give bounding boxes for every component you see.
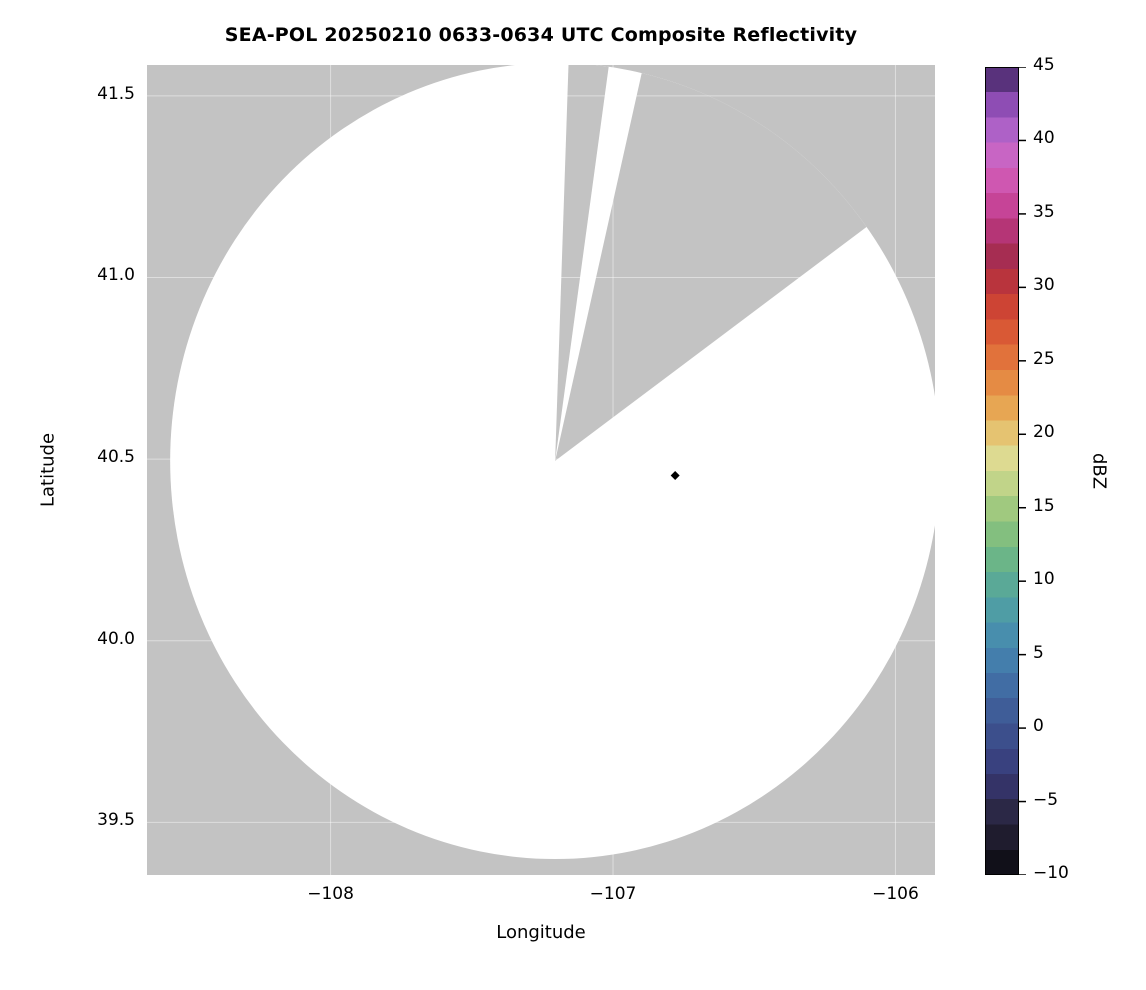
colorbar-tick-label: 20 [1033,422,1055,443]
x-tick-label: −106 [872,884,919,904]
gridlines [147,65,935,875]
blanked-sector [555,65,935,461]
x-tick-label: −108 [307,884,354,904]
y-axis-label: Latitude [37,432,59,508]
colorbar-border [985,67,1019,875]
colorbar-tick-label: 30 [1033,275,1055,296]
radar-plot-area [147,65,935,875]
colorbar-tick-label: 0 [1033,716,1044,737]
x-axis-label: Longitude [496,922,586,943]
colorbar-axis-label: dBZ [1088,452,1110,490]
colorbar-tick-label: −5 [1033,789,1059,810]
colorbar-tick-label: 25 [1033,348,1055,369]
colorbar-tick-label: 45 [1033,55,1055,75]
colorbar [985,67,1026,875]
colorbar-tick-label: −10 [1033,863,1069,883]
y-tick-label: 40.5 [97,447,135,468]
colorbar-tick-label: 15 [1033,495,1055,516]
x-tick-label: −107 [589,884,637,904]
y-tick-label: 40.0 [97,628,135,649]
blanked-sector [555,65,684,461]
site-marker [670,470,680,480]
y-tick-label: 41.0 [97,265,135,286]
radar-blanked-sectors [555,65,935,461]
chart-title: SEA-POL 20250210 0633-0634 UTC Composite… [224,24,858,46]
colorbar-gradient [985,67,1019,875]
colorbar-tick-label: 40 [1033,128,1055,149]
y-tick-label: 39.5 [97,810,135,831]
y-tick-label: 41.5 [97,83,135,104]
colorbar-tick-label: 35 [1033,201,1055,222]
colorbar-tick-label: 10 [1033,569,1055,590]
colorbar-tick-label: 5 [1033,642,1044,663]
